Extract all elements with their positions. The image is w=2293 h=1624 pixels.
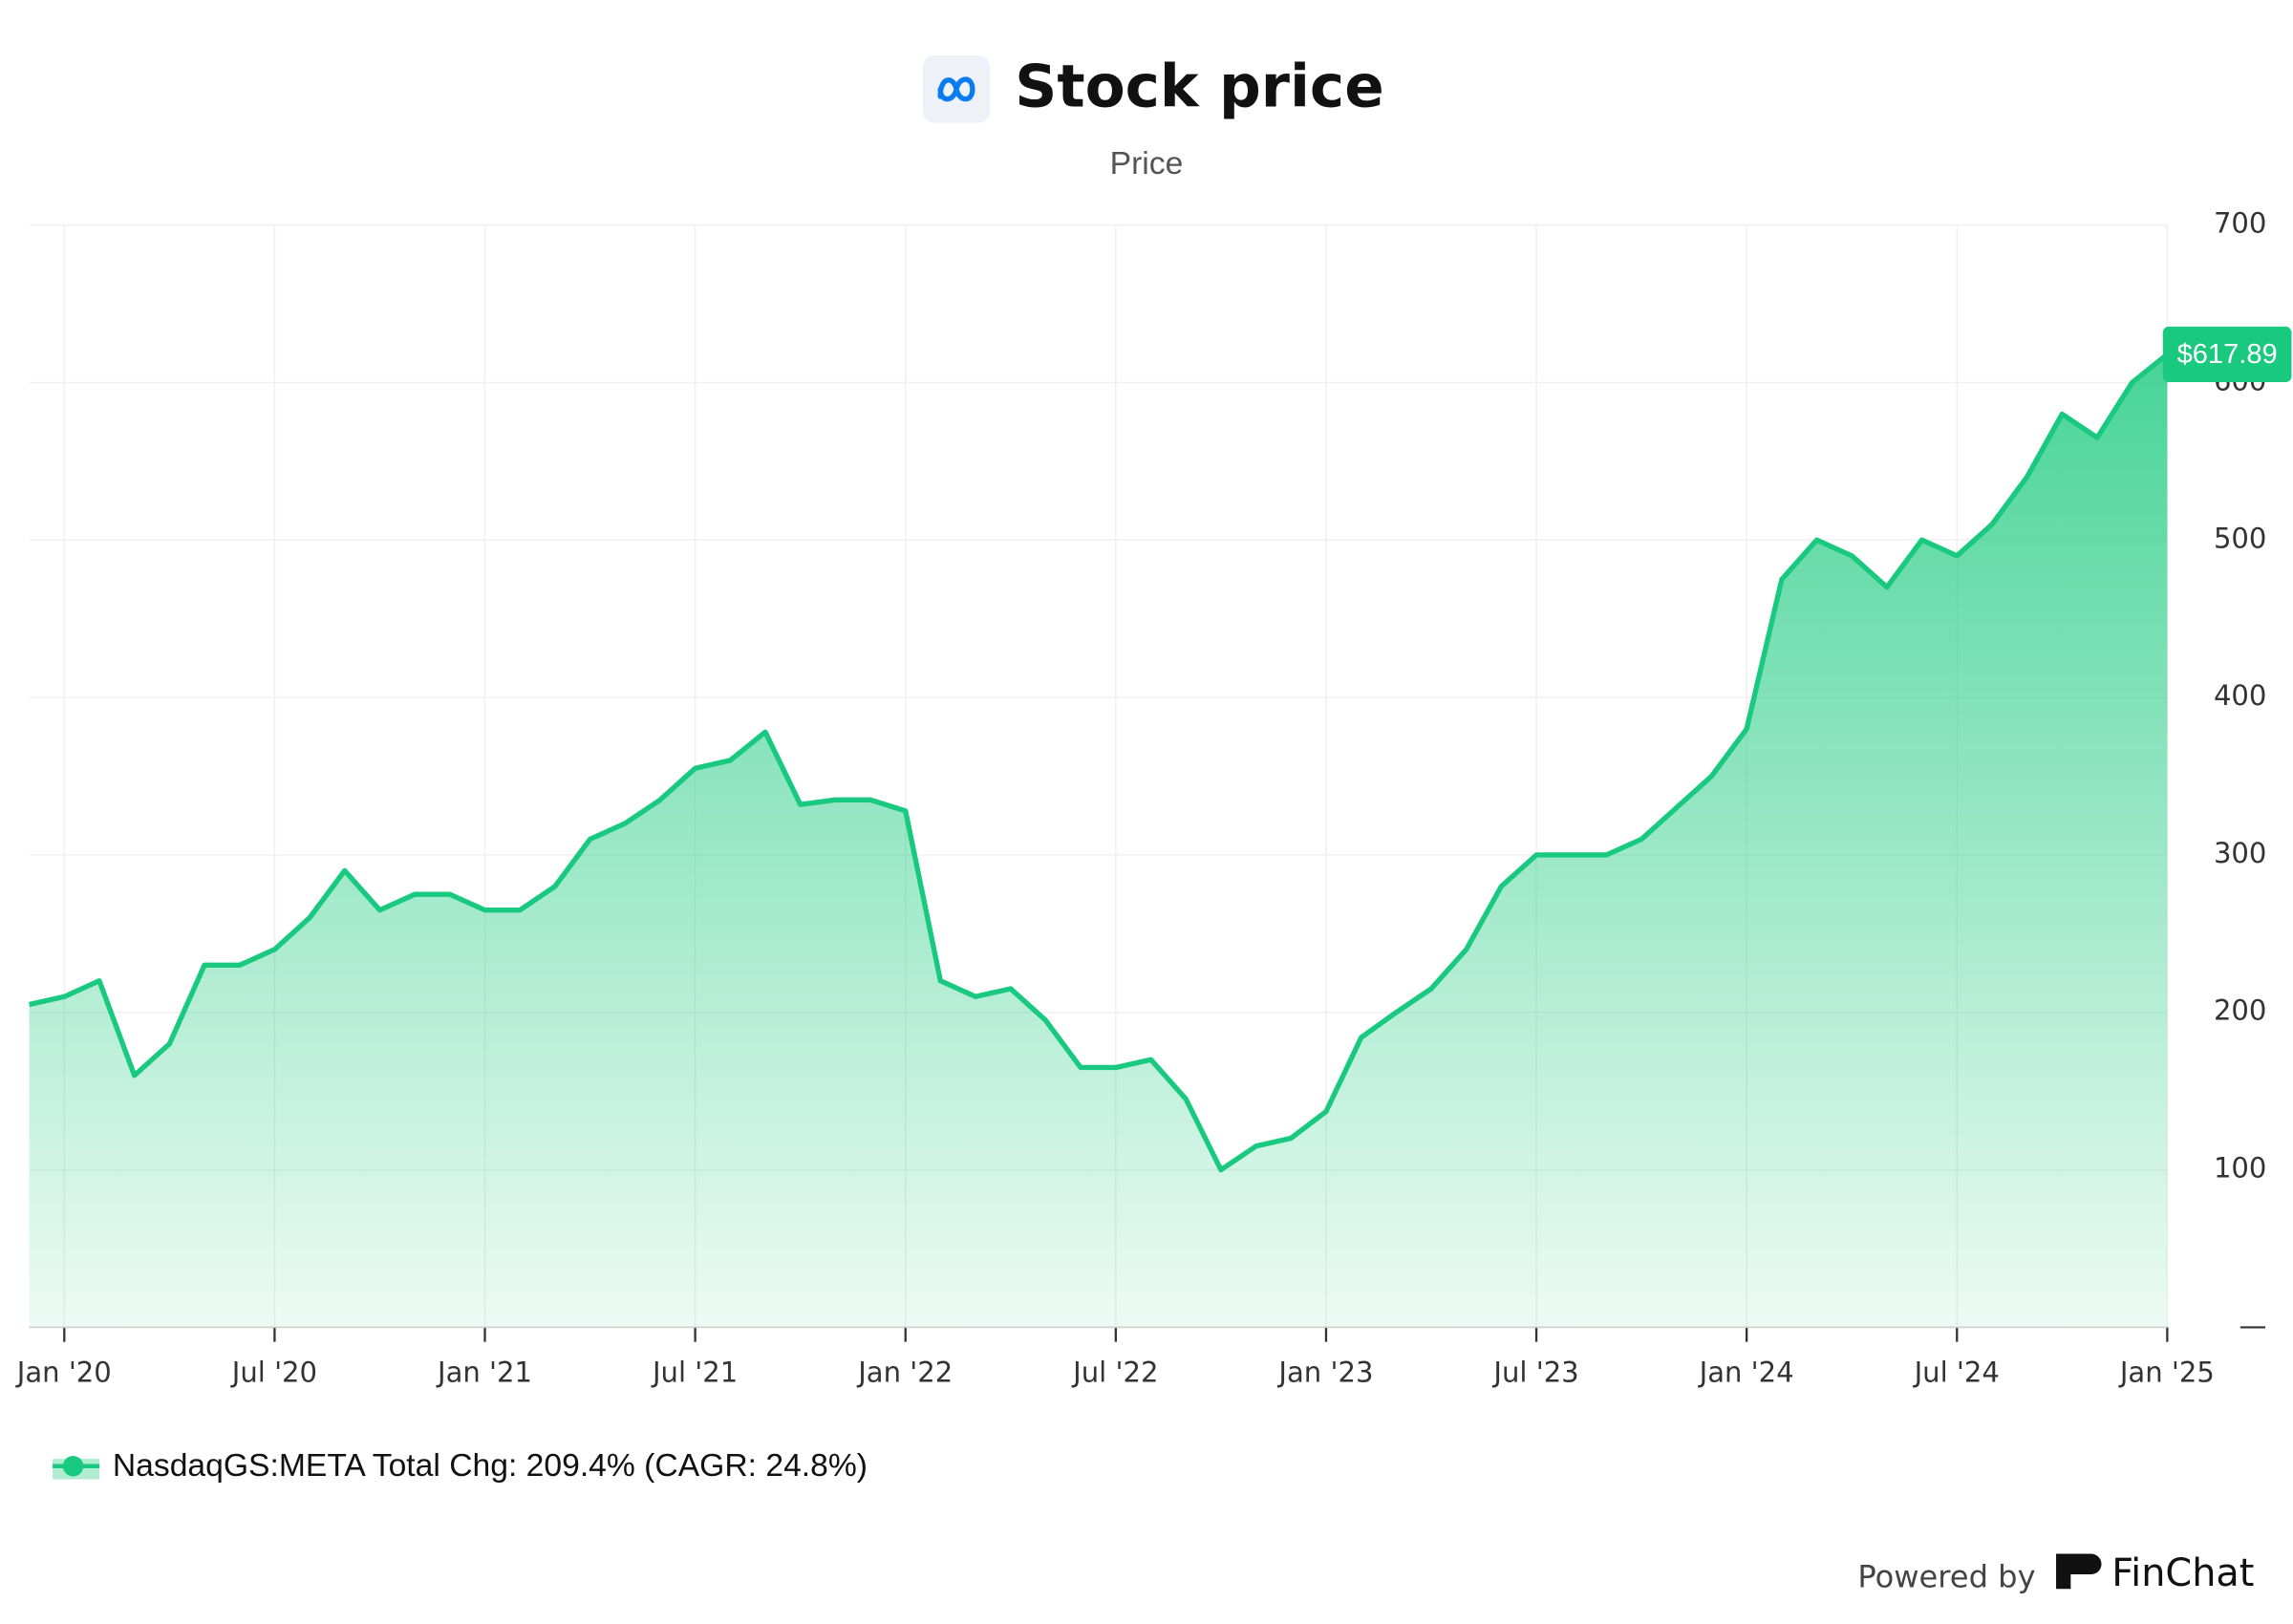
y-tick-label: —: [2239, 1309, 2266, 1341]
x-tick-label: Jan '25: [2118, 1356, 2215, 1388]
x-tick-label: Jul '21: [651, 1356, 738, 1388]
x-tick-label: Jul '23: [1491, 1356, 1578, 1388]
price-line: [29, 352, 2170, 1173]
y-tick-label: 500: [2214, 522, 2266, 554]
y-tick-label: 700: [2214, 207, 2266, 240]
legend: NasdaqGS:META Total Chg: 209.4% (CAGR: 2…: [53, 1448, 868, 1484]
y-tick-label: 400: [2214, 679, 2266, 712]
x-tick-label: Jan '23: [1276, 1356, 1373, 1388]
x-tick-label: Jul '20: [230, 1356, 317, 1388]
y-tick-label: 200: [2214, 994, 2266, 1027]
brand: FinChat: [2111, 1551, 2254, 1595]
y-tick-label: 300: [2214, 837, 2266, 869]
powered-by: Powered by: [1857, 1559, 2035, 1595]
x-tick-label: Jan '22: [856, 1356, 953, 1388]
chart-subtitle: Price: [1110, 146, 1184, 182]
legend-label: NasdaqGS:META Total Chg: 209.4% (CAGR: 2…: [113, 1448, 868, 1484]
area-fill: [29, 353, 2168, 1328]
y-tick-label: 100: [2214, 1152, 2266, 1185]
x-tick-label: Jan '20: [15, 1356, 112, 1388]
finchat-logo: [2056, 1553, 2102, 1590]
x-tick-label: Jan '24: [1698, 1356, 1794, 1388]
chart-title: Stock price: [1015, 53, 1383, 120]
legend-dot: [62, 1456, 84, 1477]
meta-logo: [922, 55, 991, 123]
price-tag-bg: [2162, 326, 2292, 383]
price-tag-label: $617.89: [2177, 339, 2278, 370]
x-tick-label: Jul '22: [1071, 1356, 1158, 1388]
x-tick-label: Jul '24: [1913, 1356, 2000, 1388]
x-tick-label: Jan '21: [436, 1356, 532, 1388]
